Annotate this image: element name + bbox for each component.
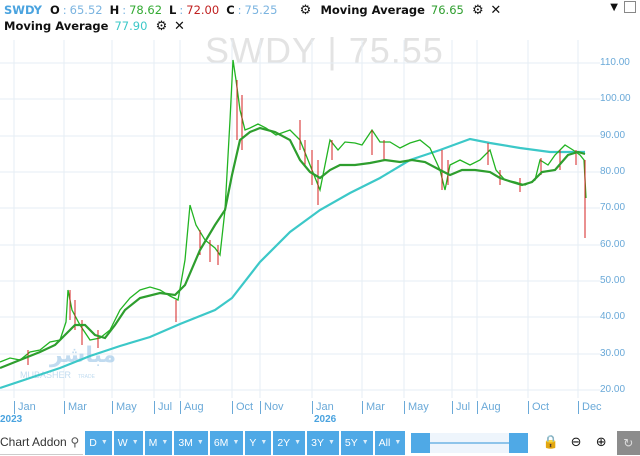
range-button-all[interactable]: All ▼	[374, 430, 406, 455]
y-tick: 30.00	[600, 348, 626, 359]
ma-long-line	[0, 137, 585, 390]
y-tick: 60.00	[600, 239, 626, 250]
range-button-6m[interactable]: 6M ▼	[209, 430, 244, 455]
range-button-d[interactable]: D ▼	[85, 430, 112, 455]
x-tick: Aug	[180, 401, 204, 414]
range-button-2y[interactable]: 2Y ▼	[273, 430, 306, 455]
ohlc-legend: SWDY O: 65.52 H: 78.62 L: 72.00 C: 75.25…	[4, 2, 502, 18]
x-tick: May	[404, 401, 429, 414]
high-value: 78.62	[129, 3, 163, 17]
close-value: 75.25	[244, 3, 278, 17]
gear-icon[interactable]: ⚙	[155, 18, 168, 34]
y-tick: 80.00	[600, 166, 626, 177]
svg-text:مباشر: مباشر	[49, 343, 116, 368]
y-tick: 40.00	[600, 311, 626, 322]
reset-button[interactable]: ↻	[616, 430, 640, 455]
ma-short-label: Moving Average	[320, 3, 425, 17]
open-label: O	[50, 3, 60, 17]
range-button-3m[interactable]: 3M ▼	[174, 430, 208, 455]
high-label: H	[109, 3, 120, 17]
x-tick: May	[112, 401, 137, 414]
chart-toolbar: Chart Addon ⚲ D ▼ W ▼ M ▼ 3M ▼ 6M ▼ Y ▼ 2Y ▼ 3Y…	[0, 429, 640, 456]
open-value: 65.52	[69, 3, 103, 17]
ma-short-value: 76.65	[430, 3, 464, 17]
x-tick: Aug	[477, 401, 501, 414]
x-tick: Mar	[362, 401, 385, 414]
range-button-w[interactable]: W ▼	[113, 430, 143, 455]
maximize-checkbox[interactable]	[624, 1, 636, 13]
range-button-m[interactable]: M ▼	[144, 430, 173, 455]
x-tick: Jul	[452, 401, 470, 414]
slider-handle-left[interactable]	[411, 432, 431, 453]
gear-icon[interactable]: ⚙	[472, 2, 484, 18]
close-label: C	[226, 3, 235, 17]
zoom-in-icon[interactable]: ⊕	[595, 435, 607, 450]
chart-addon-search[interactable]: Chart Addon ⚲	[0, 431, 84, 455]
x-tick: Jan	[14, 401, 36, 414]
slider-handle-right[interactable]	[509, 432, 529, 453]
ma-short-line	[0, 126, 586, 370]
slider-track	[429, 441, 511, 444]
y-tick: 110.00	[600, 57, 630, 68]
refresh-icon: ↻	[623, 435, 634, 450]
search-icon[interactable]: ⚲	[70, 435, 80, 449]
x-tick: Mar	[64, 401, 87, 414]
y-tick: 100.00	[600, 93, 631, 104]
price-plot[interactable]: مباشر MUBASHER TRADE	[0, 0, 640, 430]
x-tick: Nov	[260, 401, 284, 414]
price-line-up	[0, 59, 587, 363]
y-tick: 90.00	[600, 130, 626, 141]
x-tick: Jul	[154, 401, 172, 414]
year-label: 2023	[0, 414, 23, 425]
gear-icon[interactable]: ⚙	[299, 2, 312, 18]
svg-text:MUBASHER: MUBASHER	[20, 370, 72, 380]
top-right-controls: ▼	[610, 1, 636, 13]
low-label: L	[169, 3, 177, 17]
x-tick: Dec	[578, 401, 602, 414]
y-tick: 50.00	[600, 275, 626, 286]
ma-long-value: 77.90	[114, 19, 148, 33]
x-tick: Oct	[528, 401, 549, 414]
chart-watermark: SWDY | 75.55	[205, 30, 444, 71]
x-tick: Oct	[232, 401, 253, 414]
chart-addon-label: Chart Addon	[0, 435, 67, 449]
year-label: 2026	[314, 414, 337, 425]
ma-long-legend: Moving Average 77.90 ⚙ ✕	[4, 18, 190, 34]
x-tick: Jan	[312, 401, 334, 414]
range-button-y[interactable]: Y ▼	[245, 430, 272, 455]
range-button-5y[interactable]: 5Y ▼	[340, 430, 373, 455]
symbol-label: SWDY	[4, 3, 43, 17]
lock-icon[interactable]: 🔒	[542, 435, 559, 450]
ma-long-label: Moving Average	[4, 19, 109, 33]
low-value: 72.00	[186, 3, 220, 17]
grid-lines	[0, 40, 600, 398]
dropdown-triangle-icon[interactable]: ▼	[610, 1, 618, 13]
y-tick: 20.00	[600, 384, 626, 395]
close-icon[interactable]: ✕	[173, 18, 185, 34]
svg-text:TRADE: TRADE	[78, 374, 96, 380]
range-button-3y[interactable]: 3Y ▼	[307, 430, 339, 455]
mubasher-logo: مباشر MUBASHER TRADE	[20, 343, 116, 380]
y-tick: 70.00	[600, 202, 626, 213]
zoom-out-icon[interactable]: ⊖	[570, 435, 582, 450]
range-slider[interactable]	[411, 432, 529, 453]
close-icon[interactable]: ✕	[490, 2, 502, 18]
